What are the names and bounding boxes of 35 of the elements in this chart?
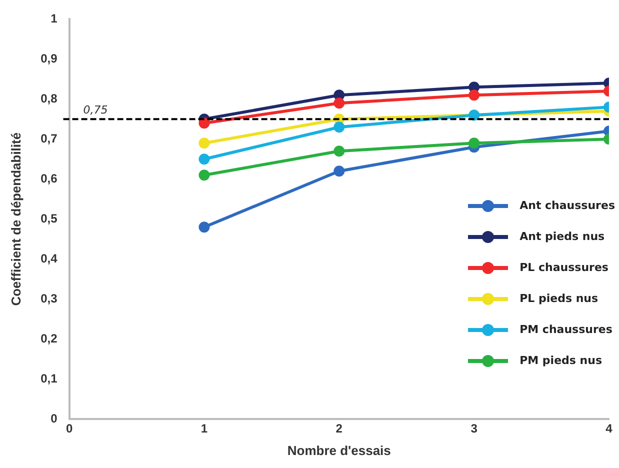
ref-line-label: 0,75 — [83, 104, 108, 117]
point — [334, 98, 345, 109]
y-tick-label: 0,2 — [40, 331, 58, 346]
y-tick-label: 0,1 — [40, 371, 58, 386]
point — [198, 222, 210, 233]
point — [334, 166, 345, 177]
point — [334, 122, 345, 133]
x-tick-label: 1 — [200, 422, 208, 436]
point — [334, 90, 345, 101]
legend-label: Ant chaussures — [520, 199, 615, 212]
point — [198, 138, 210, 149]
y-tick-label: 0,5 — [40, 211, 58, 226]
point — [198, 118, 210, 129]
y-axis-title: Coefficient de dépendabilité — [8, 132, 24, 306]
y-tick-label: 0 — [50, 411, 58, 426]
legend-label: PL chaussures — [520, 261, 608, 274]
point — [334, 146, 345, 157]
y-tick-label: 0,4 — [40, 251, 58, 266]
x-tick-label: 0 — [66, 422, 73, 436]
y-tick-label: 0,8 — [40, 91, 58, 106]
legend-label: PM chaussures — [520, 323, 612, 336]
x-tick-label: 2 — [336, 422, 343, 436]
legend-label: PL pieds nus — [520, 292, 598, 305]
legend-label: PM pieds nus — [520, 354, 602, 367]
y-tick-label: 0,7 — [40, 131, 58, 146]
point — [198, 154, 210, 165]
y-tick-label: 0,6 — [40, 171, 58, 186]
y-tick-label: 1 — [50, 12, 58, 26]
x-axis-title: Nombre d'essais — [287, 442, 391, 458]
legend-label: Ant pieds nus — [520, 230, 605, 243]
point — [198, 170, 210, 181]
x-tick-label: 4 — [606, 422, 613, 436]
y-tick-label: 0,3 — [40, 291, 58, 306]
y-tick-label: 0,9 — [40, 51, 58, 66]
x-tick-label: 3 — [470, 422, 478, 436]
